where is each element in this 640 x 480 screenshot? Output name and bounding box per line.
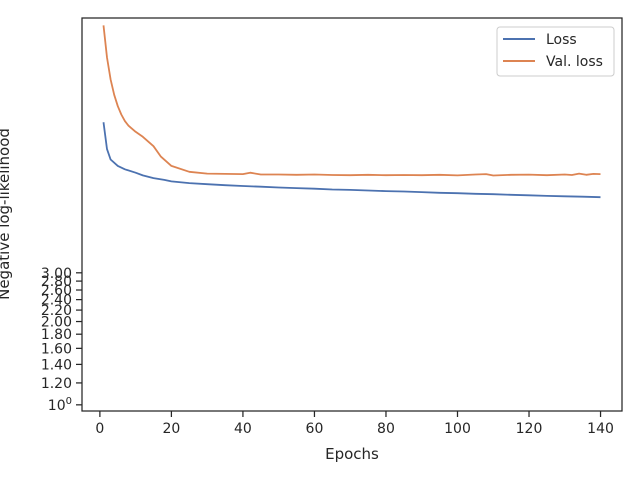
y-tick-label: 1.80: [41, 327, 72, 343]
series-lines: [102, 25, 601, 199]
x-tick-label: 120: [516, 421, 543, 437]
y-tick-label: 2.80: [41, 274, 72, 290]
plot-frame: [81, 17, 623, 412]
y-axis-ticks: 100 1.20 1.401.601.802.002.202.402.602.803…: [41, 266, 82, 414]
y-tick-label: 2.40: [41, 293, 72, 309]
y-tick-label: 1.40: [41, 357, 72, 373]
x-tick-label: 140: [587, 421, 614, 437]
y-tick-label: 1.20: [41, 376, 72, 392]
y-tick-label: 2.60: [41, 283, 72, 299]
legend-label-0: Loss: [546, 32, 577, 48]
x-tick-label: 80: [377, 421, 395, 437]
x-axis-label: Epochs: [325, 445, 379, 463]
y-tick-label: 2.00: [41, 315, 72, 331]
legend: Loss Val. loss: [496, 26, 615, 77]
x-tick-label: 0: [95, 421, 104, 437]
y-tick-label: 1.60: [41, 341, 72, 357]
x-tick-label: 40: [234, 421, 252, 437]
x-axis-ticks: 0 20 40 60 80 100 120 140: [95, 411, 614, 437]
y-tick-label: 3.00: [41, 266, 72, 282]
x-tick-label: 60: [306, 421, 324, 437]
plot-area: 0 20 40 60 80 100 120 140 1001.201.401.601.802.…: [41, 17, 623, 437]
series-line-1: [102, 25, 601, 177]
x-tick-label: 20: [162, 421, 180, 437]
x-tick-label: 100: [444, 421, 471, 437]
y-axis-label: Negative log-likelihood: [0, 128, 13, 300]
series-line-0: [102, 122, 601, 199]
y-tick-label: 100: [48, 396, 72, 414]
legend-label-1: Val. loss: [546, 54, 603, 70]
y-tick-label: 2.20: [41, 303, 72, 319]
